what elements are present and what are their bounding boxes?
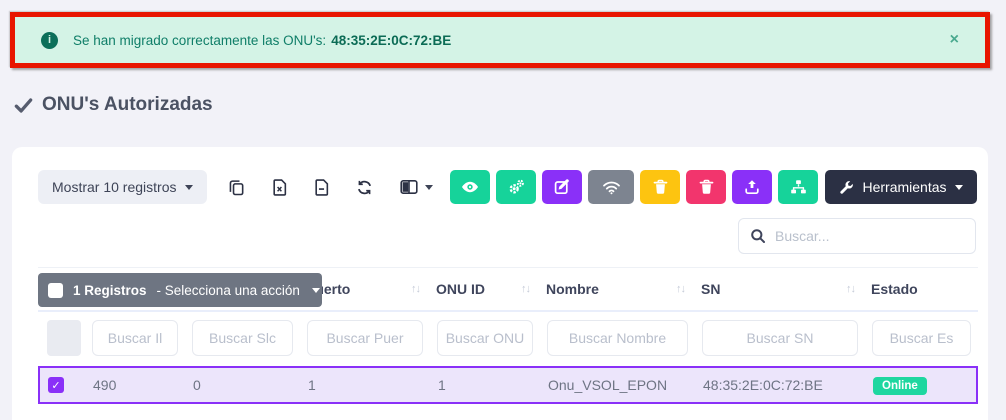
selected-count: 1 Registros <box>73 282 147 298</box>
chevron-down-icon <box>954 184 963 190</box>
refresh-icon[interactable] <box>356 179 373 196</box>
filter-onu-input[interactable] <box>437 320 533 356</box>
select-all-checkbox[interactable] <box>48 282 63 298</box>
alert-message-text: Se han migrado correctamente las ONU's: <box>73 32 327 48</box>
sort-icon: ↑↓ <box>411 283 421 295</box>
chevron-down-icon <box>185 184 194 190</box>
header-sn[interactable]: SN ↑↓ <box>701 281 856 297</box>
annotation-highlight-box: i Se han migrado correctamente las ONU's… <box>10 12 990 68</box>
chevron-down-icon <box>311 287 320 293</box>
table-filter-row <box>38 312 978 364</box>
trash-icon <box>699 179 714 195</box>
columns-icon <box>400 179 419 195</box>
row-onu-id: 1 <box>438 377 446 393</box>
edit-button[interactable] <box>542 170 583 204</box>
upload-button[interactable] <box>732 170 773 204</box>
sort-icon: ↑↓ <box>521 283 531 295</box>
chevron-down-icon <box>425 184 434 190</box>
action-buttons <box>450 170 819 204</box>
table-toolbar: Mostrar 10 registros <box>38 170 978 204</box>
filter-id-input[interactable] <box>92 320 178 356</box>
delete-button[interactable] <box>640 170 681 204</box>
table-row[interactable]: ✓ 490 0 1 1 Onu_VSOL_EPON 48:35:2E:0C:72… <box>38 366 978 404</box>
header-estado[interactable]: Estado <box>871 281 918 297</box>
search-row <box>38 218 978 254</box>
network-button[interactable] <box>778 170 819 204</box>
row-nombre: Onu_VSOL_EPON <box>548 377 668 393</box>
filter-sn-input[interactable] <box>702 320 858 356</box>
upload-icon <box>744 179 760 195</box>
tools-dropdown[interactable]: Herramientas <box>825 170 977 204</box>
header-onu-id[interactable]: ONU ID ↑↓ <box>436 281 531 297</box>
page-length-label: Mostrar 10 registros <box>52 179 177 195</box>
filter-nombre-input[interactable] <box>547 320 688 356</box>
row-sn: 48:35:2E:0C:72:BE <box>703 377 823 393</box>
table-header-row: 1 Registros - Selecciona una acción Puer… <box>38 268 978 312</box>
check-icon <box>14 96 33 115</box>
selection-action-label: - Selecciona una acción <box>156 282 300 298</box>
sitemap-icon <box>790 179 807 195</box>
trash-icon <box>653 179 668 195</box>
sort-icon: ↑↓ <box>846 283 856 295</box>
column-visibility-dropdown[interactable] <box>400 179 434 195</box>
page-title-text: ONU's Autorizadas <box>42 94 213 115</box>
delete-permanent-button[interactable] <box>686 170 727 204</box>
file-icon[interactable] <box>314 178 329 196</box>
row-puerto: 1 <box>308 377 316 393</box>
selection-action-dropdown[interactable]: 1 Registros - Selecciona una acción <box>38 273 322 307</box>
row-slot: 0 <box>193 377 201 393</box>
alert-message: Se han migrado correctamente las ONU's: 4… <box>73 33 451 48</box>
configure-button[interactable] <box>496 170 537 204</box>
filter-puerto-input[interactable] <box>307 320 423 356</box>
onu-table: 1 Registros - Selecciona una acción Puer… <box>38 267 978 404</box>
search-icon <box>750 228 766 244</box>
row-checkbox[interactable]: ✓ <box>48 377 64 393</box>
wifi-icon <box>602 180 621 195</box>
search-box <box>738 218 976 254</box>
wifi-button[interactable] <box>588 170 635 204</box>
close-icon[interactable]: × <box>949 31 959 48</box>
search-input[interactable] <box>775 228 964 244</box>
header-nombre[interactable]: Nombre ↑↓ <box>546 281 686 297</box>
success-alert: i Se han migrado correctamente las ONU's… <box>15 17 985 63</box>
row-id: 490 <box>93 377 117 393</box>
copy-icon[interactable] <box>228 179 245 196</box>
filter-placeholder-box <box>47 320 81 356</box>
onu-table-card: Mostrar 10 registros <box>12 147 988 420</box>
filter-estado-input[interactable] <box>872 320 971 356</box>
alert-mac-address: 48:35:2E:0C:72:BE <box>331 32 452 48</box>
tools-label: Herramientas <box>862 179 947 195</box>
edit-icon <box>554 179 570 195</box>
page-title: ONU's Autorizadas <box>14 94 213 116</box>
gears-icon <box>508 179 525 195</box>
sort-icon: ↑↓ <box>676 283 686 295</box>
status-badge: Online <box>873 376 927 395</box>
view-button[interactable] <box>450 170 491 204</box>
wrench-icon <box>839 180 854 195</box>
export-buttons <box>228 178 434 196</box>
info-icon: i <box>41 31 58 49</box>
filter-slot-input[interactable] <box>192 320 293 356</box>
excel-file-icon[interactable] <box>272 178 287 196</box>
eye-icon <box>461 180 479 194</box>
page-length-dropdown[interactable]: Mostrar 10 registros <box>38 170 208 204</box>
